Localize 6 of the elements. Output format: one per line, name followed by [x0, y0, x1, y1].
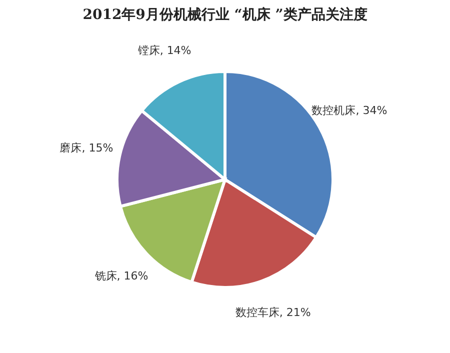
slice-label: 数控机床, 34%	[312, 104, 388, 118]
slice-label: 铣床, 16%	[94, 270, 148, 283]
slice-label: 磨床, 15%	[60, 142, 114, 155]
slice-label: 数控车床, 21%	[235, 306, 311, 320]
slice-label: 镗床, 14%	[136, 44, 192, 58]
chart-title: 2012年9月份机械行业 “机床 ”类产品关注度	[82, 6, 368, 23]
